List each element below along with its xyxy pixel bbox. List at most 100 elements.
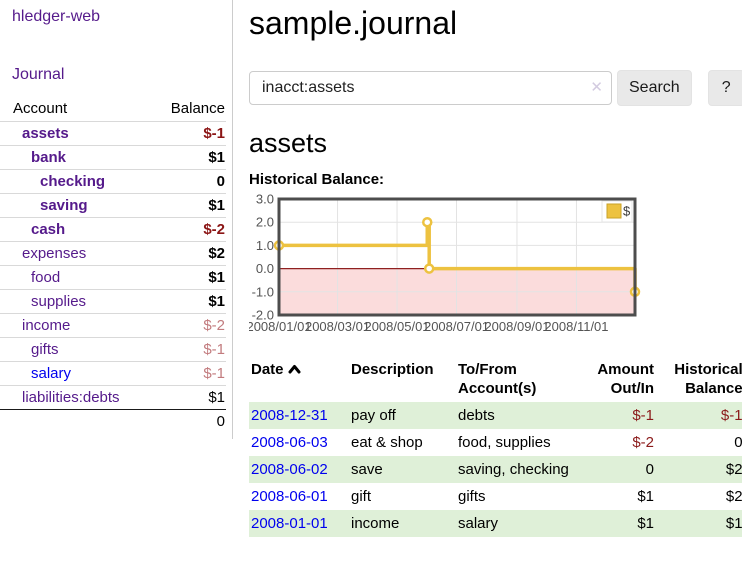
sort-asc-icon	[288, 364, 301, 374]
svg-text:1.0: 1.0	[256, 238, 274, 253]
account-row: gifts $-1	[0, 338, 226, 362]
account-row: saving $1	[0, 194, 226, 218]
account-row: cash $-2	[0, 218, 226, 242]
account-balance: $1	[155, 266, 226, 290]
transaction-amount: $-2	[572, 429, 656, 456]
accounts-table: Account Balance assets$-1bank$1checking0…	[0, 97, 226, 433]
chart-title: Historical Balance:	[249, 171, 742, 188]
total-spacer	[0, 410, 155, 434]
help-button[interactable]: ?	[708, 70, 742, 106]
account-link[interactable]: gifts	[31, 341, 59, 358]
transaction-row: 2008-06-03eat & shopfood, supplies$-20	[249, 429, 742, 456]
historical-balance-chart[interactable]: $3.02.01.00.0-1.0-2.02008/01/012008/03/0…	[249, 194, 716, 344]
transaction-amount: $1	[572, 483, 656, 510]
account-link[interactable]: food	[31, 269, 60, 286]
register-col-balance: Historical Balance	[656, 356, 742, 402]
transaction-date-link[interactable]: 2008-12-31	[251, 407, 328, 424]
account-balance: $1	[155, 386, 226, 410]
svg-text:2.0: 2.0	[256, 215, 274, 230]
account-link[interactable]: liabilities:debts	[22, 389, 120, 406]
accounts-total-value: 0	[155, 410, 226, 434]
account-balance: $-1	[155, 362, 226, 386]
app-layout: hledger-web Journal Account Balance asse…	[0, 0, 742, 537]
account-link[interactable]: checking	[40, 173, 105, 190]
svg-text:3.0: 3.0	[256, 194, 274, 207]
account-row: bank $1	[0, 146, 226, 170]
transaction-description: income	[349, 510, 456, 537]
accounts-total-row: 0	[0, 410, 226, 434]
transaction-date-link[interactable]: 2008-06-03	[251, 434, 328, 451]
register-header-row: Date Description To/From Account(s) Amou…	[249, 356, 742, 402]
sidebar: hledger-web Journal Account Balance asse…	[0, 0, 233, 439]
transaction-amount: $1	[572, 510, 656, 537]
main-content: sample.journal ✕ Search ? assets Histori…	[233, 0, 742, 537]
clear-search-icon[interactable]: ✕	[590, 79, 603, 97]
transaction-balance: 0	[656, 429, 742, 456]
account-row: liabilities:debts $1	[0, 386, 226, 410]
transaction-description: pay off	[349, 402, 456, 429]
svg-text:2008/05/01: 2008/05/01	[364, 319, 429, 334]
transaction-row: 2008-12-31pay offdebts$-1$-1	[249, 402, 742, 429]
account-link[interactable]: supplies	[31, 293, 86, 310]
brand-link[interactable]: hledger-web	[12, 8, 232, 26]
accounts-col-balance: Balance	[155, 97, 226, 122]
svg-text:2008/11/01: 2008/11/01	[544, 319, 608, 334]
account-balance: $1	[155, 146, 226, 170]
transaction-balance: $1	[656, 510, 742, 537]
register-table: Date Description To/From Account(s) Amou…	[249, 356, 742, 537]
accounts-col-account: Account	[0, 97, 155, 122]
account-heading: assets	[249, 128, 742, 159]
svg-text:0.0: 0.0	[256, 261, 274, 276]
transaction-accounts: gifts	[456, 483, 572, 510]
svg-text:2008/03/01: 2008/03/01	[305, 319, 370, 334]
account-balance: $-1	[155, 338, 226, 362]
account-balance: $1	[155, 194, 226, 218]
account-balance: $-2	[155, 218, 226, 242]
search-bar: ✕ Search ?	[249, 70, 742, 106]
account-row: checking0	[0, 170, 226, 194]
account-link[interactable]: bank	[31, 149, 66, 166]
transaction-description: gift	[349, 483, 456, 510]
account-balance: $-2	[155, 314, 226, 338]
account-link[interactable]: saving	[40, 197, 88, 214]
account-link[interactable]: expenses	[22, 245, 86, 262]
account-balance: $1	[155, 290, 226, 314]
account-row: supplies $1	[0, 290, 226, 314]
transaction-row: 2008-06-01giftgifts$1$2	[249, 483, 742, 510]
account-row: expenses $2	[0, 242, 226, 266]
account-row: food $1	[0, 266, 226, 290]
search-field-wrap: ✕	[249, 71, 612, 105]
account-link[interactable]: assets	[22, 125, 69, 142]
account-link[interactable]: income	[22, 317, 70, 334]
svg-text:2008/01/01: 2008/01/01	[249, 319, 312, 334]
transaction-accounts: debts	[456, 402, 572, 429]
sidebar-item-journal[interactable]: Journal	[12, 66, 232, 84]
transaction-date-link[interactable]: 2008-06-01	[251, 488, 328, 505]
account-balance: $2	[155, 242, 226, 266]
account-balance: $-1	[155, 122, 226, 146]
transaction-accounts: saving, checking	[456, 456, 572, 483]
register-col-accounts: To/From Account(s)	[456, 356, 572, 402]
search-input[interactable]	[249, 71, 612, 105]
svg-text:-1.0: -1.0	[252, 284, 274, 299]
transaction-row: 2008-06-02savesaving, checking0$2	[249, 456, 742, 483]
account-link[interactable]: salary	[31, 365, 71, 382]
accounts-header-row: Account Balance	[0, 97, 226, 122]
svg-text:$: $	[623, 204, 631, 219]
transaction-date-link[interactable]: 2008-06-02	[251, 461, 328, 478]
transaction-accounts: food, supplies	[456, 429, 572, 456]
svg-text:2008/07/01: 2008/07/01	[424, 319, 489, 334]
transaction-balance: $2	[656, 456, 742, 483]
account-link[interactable]: cash	[31, 221, 65, 238]
register-col-date[interactable]: Date	[249, 356, 349, 402]
account-row: assets $-1	[0, 122, 226, 146]
register-col-description: Description	[349, 356, 456, 402]
transaction-accounts: salary	[456, 510, 572, 537]
transaction-description: save	[349, 456, 456, 483]
page-title: sample.journal	[249, 0, 742, 42]
account-row: salary $-1	[0, 362, 226, 386]
search-button[interactable]: Search	[617, 70, 692, 106]
transaction-date-link[interactable]: 2008-01-01	[251, 515, 328, 532]
transaction-balance: $-1	[656, 402, 742, 429]
transaction-row: 2008-01-01incomesalary$1$1	[249, 510, 742, 537]
